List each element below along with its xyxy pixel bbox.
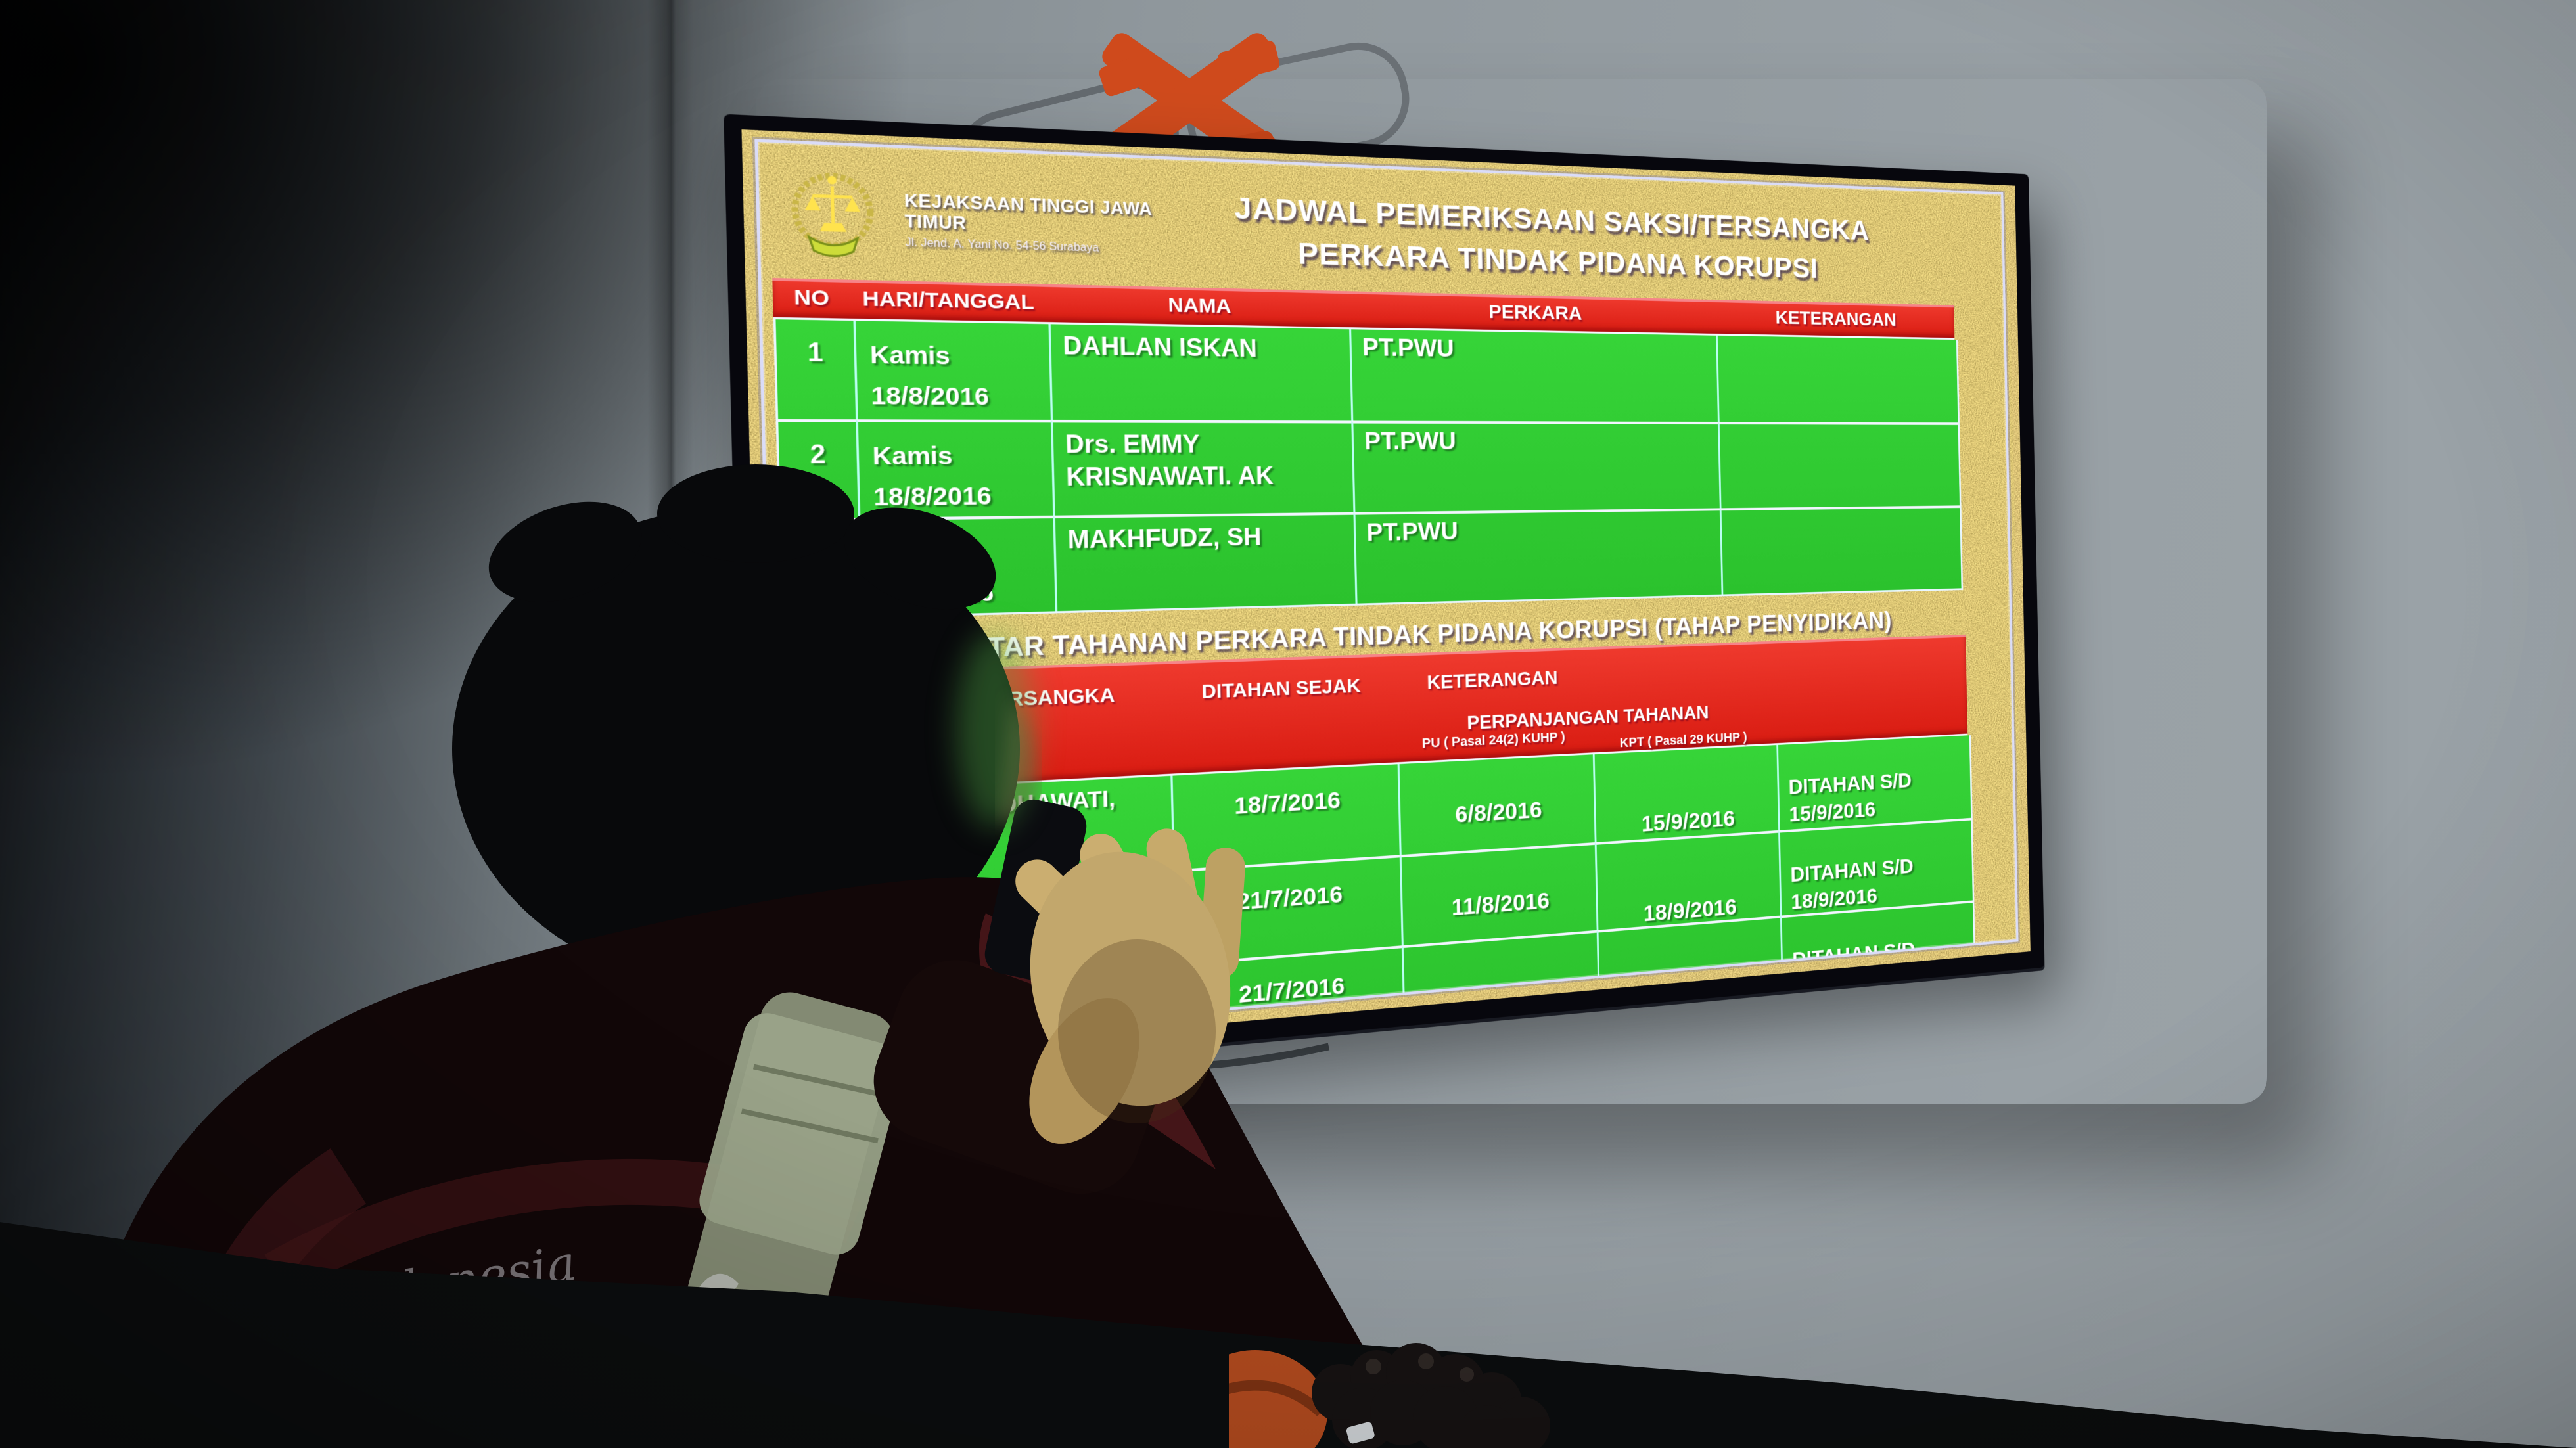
orange-object [1229,1350,1327,1448]
page-title: JADWAL PEMERIKSAAN SAKSI/TERSANGKA PERKA… [1161,184,1929,291]
agency-name: KEJAKSAAN TINGGI JAWA TIMUR [904,191,1152,234]
person-head [452,464,1020,991]
table-cell [1718,422,1960,509]
col-nama: NAMA [1168,294,1231,318]
table-cell: DITAHAN S/D 18/9/2016 [1778,817,1973,916]
second-person-hair [1229,1343,1550,1448]
agency-address: Jl. Jend. A. Yani No. 54-56 Surabaya [905,237,1099,254]
table-cell: 15/9/2016 [1592,745,1779,843]
table-cell: DITAHAN S/D 15/9/2016 [1776,735,1971,830]
scales-of-justice-icon [776,162,889,268]
face-profile-light [999,696,1038,824]
col-no: NO [793,285,830,311]
day: Kamis [869,341,951,371]
person-hand [1015,828,1245,1144]
date: 18/8/2016 [870,382,990,411]
table-cell: DAHLAN ISKAN [1048,324,1352,421]
table-cell: 1 [807,337,824,367]
silver-object [1346,1422,1375,1444]
table-cell: PT.PWU [1349,329,1718,422]
table-cell [1716,335,1958,423]
col-keterangan: KETERANGAN [1775,307,1897,330]
table-cell [1719,505,1962,595]
screen-glow-on-face [956,631,1035,828]
table-cell: 18/9/2016 [1594,830,1780,930]
col-hari-tanggal: HARI/TANGGAL [862,287,1035,314]
col-perkara: PERKARA [1488,301,1582,325]
hair-highlights [1366,1353,1474,1382]
agency-block: KEJAKSAAN TINGGI JAWA TIMUR Jl. Jend. A.… [904,191,1163,257]
table-cell: Kamis 18/8/2016 [852,321,1051,420]
